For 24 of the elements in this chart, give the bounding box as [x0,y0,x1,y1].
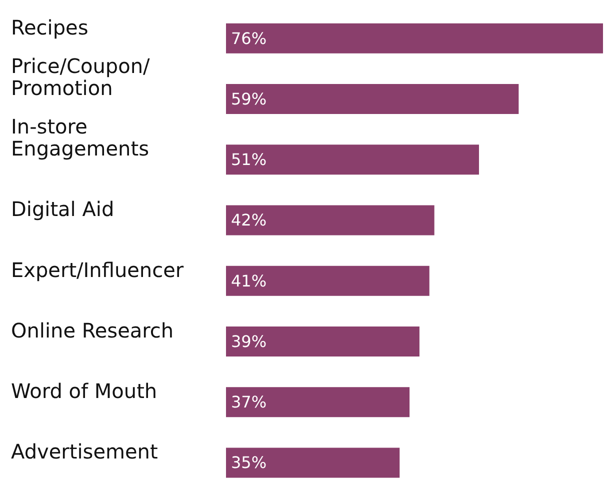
data-label: 37% [231,392,267,412]
y-tick-label: Digital Aid [11,197,114,222]
bar [226,387,410,418]
data-label: 39% [231,332,267,351]
y-tick-label: Price/Coupon/ Promotion [11,54,150,100]
y-tick-label: In-store Engagements [11,114,149,161]
bar [226,205,434,236]
bar [226,84,519,114]
y-tick-label: Expert/Influencer [11,258,184,282]
bar [226,448,400,478]
bar [226,23,603,54]
y-tick-label: Word of Mouth [11,379,158,404]
data-label: 35% [231,453,267,472]
y-tick-label: Online Research [11,318,174,342]
bar [226,326,420,356]
data-label: 42% [231,210,267,230]
bar [226,266,430,296]
data-label: 76% [231,28,267,48]
data-label: 51% [231,150,267,170]
data-label: 41% [231,271,267,290]
data-label: 59% [231,89,267,108]
y-tick-label: Advertisement [11,440,158,464]
bar [226,144,479,175]
y-tick-label: Recipes [11,15,88,40]
